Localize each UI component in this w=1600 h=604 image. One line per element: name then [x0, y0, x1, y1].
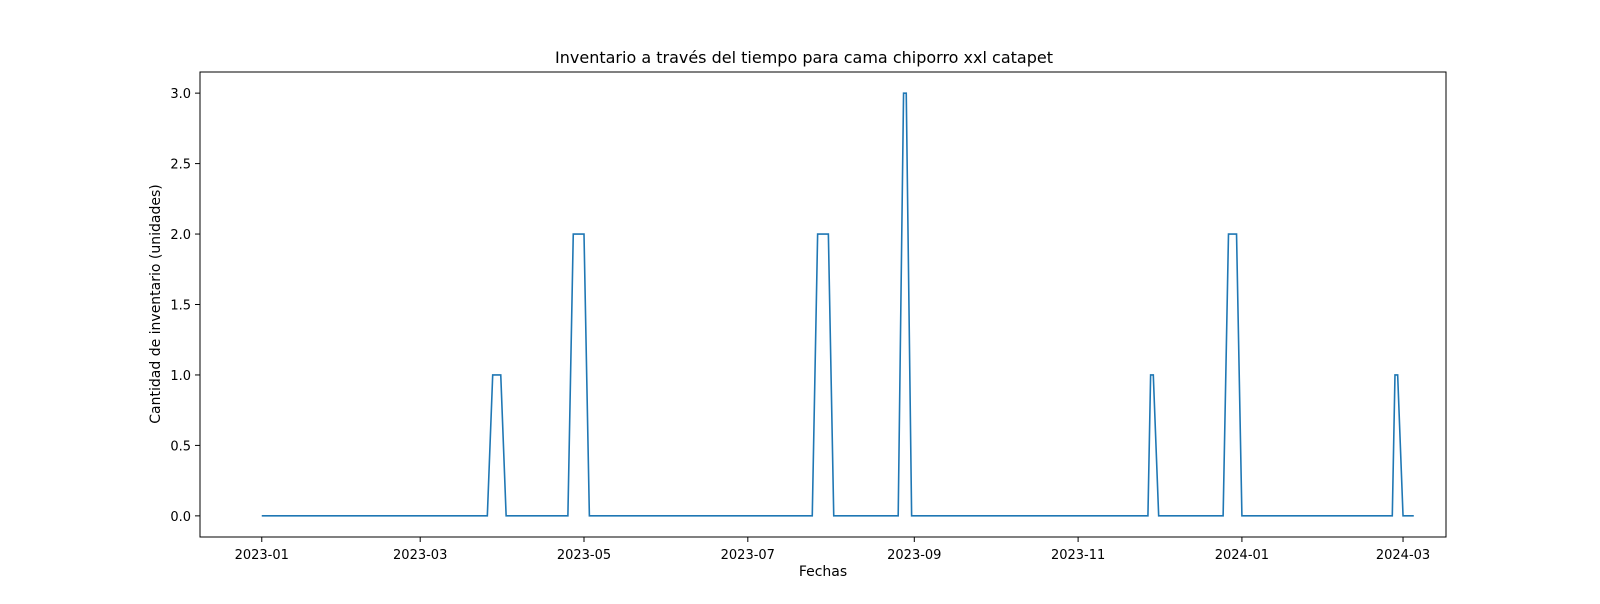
y-tick-label: 2.5: [170, 158, 191, 173]
y-axis-label: Cantidad de inventario (unidades): [148, 184, 164, 423]
plot-frame: [199, 71, 1447, 538]
chart-title: Inventario a través del tiempo para cama…: [555, 48, 1053, 67]
x-tick-label: 2023-03: [393, 548, 447, 563]
y-tick-label: 0.0: [170, 510, 191, 525]
y-tick-label: 1.5: [170, 299, 191, 314]
series-layer: [261, 92, 1414, 517]
x-axis-label: Fechas: [799, 564, 847, 580]
x-tick-label: 2024-01: [1215, 548, 1269, 563]
x-tick-label: 2023-05: [557, 548, 611, 563]
x-tick-label: 2023-07: [721, 548, 775, 563]
y-tick-label: 1.0: [170, 369, 191, 384]
x-tick-label: 2023-01: [235, 548, 289, 563]
y-tick-label: 2.0: [170, 228, 191, 243]
y-tick-label: 0.5: [170, 439, 191, 454]
x-tick-label: 2024-03: [1376, 548, 1430, 563]
x-axis-ticks: 2023-01 2023-03 2023-05 2023-07 2023-09 2023-…: [235, 537, 1430, 563]
x-tick-label: 2023-11: [1051, 548, 1105, 563]
y-tick-label: 3.0: [170, 87, 191, 102]
x-tick-label: 2023-09: [887, 548, 941, 563]
y-axis-ticks: 0.0 0.5 1.0 1.5 2.0 2.5 3.0: [170, 87, 200, 525]
series-line: [261, 92, 1414, 517]
